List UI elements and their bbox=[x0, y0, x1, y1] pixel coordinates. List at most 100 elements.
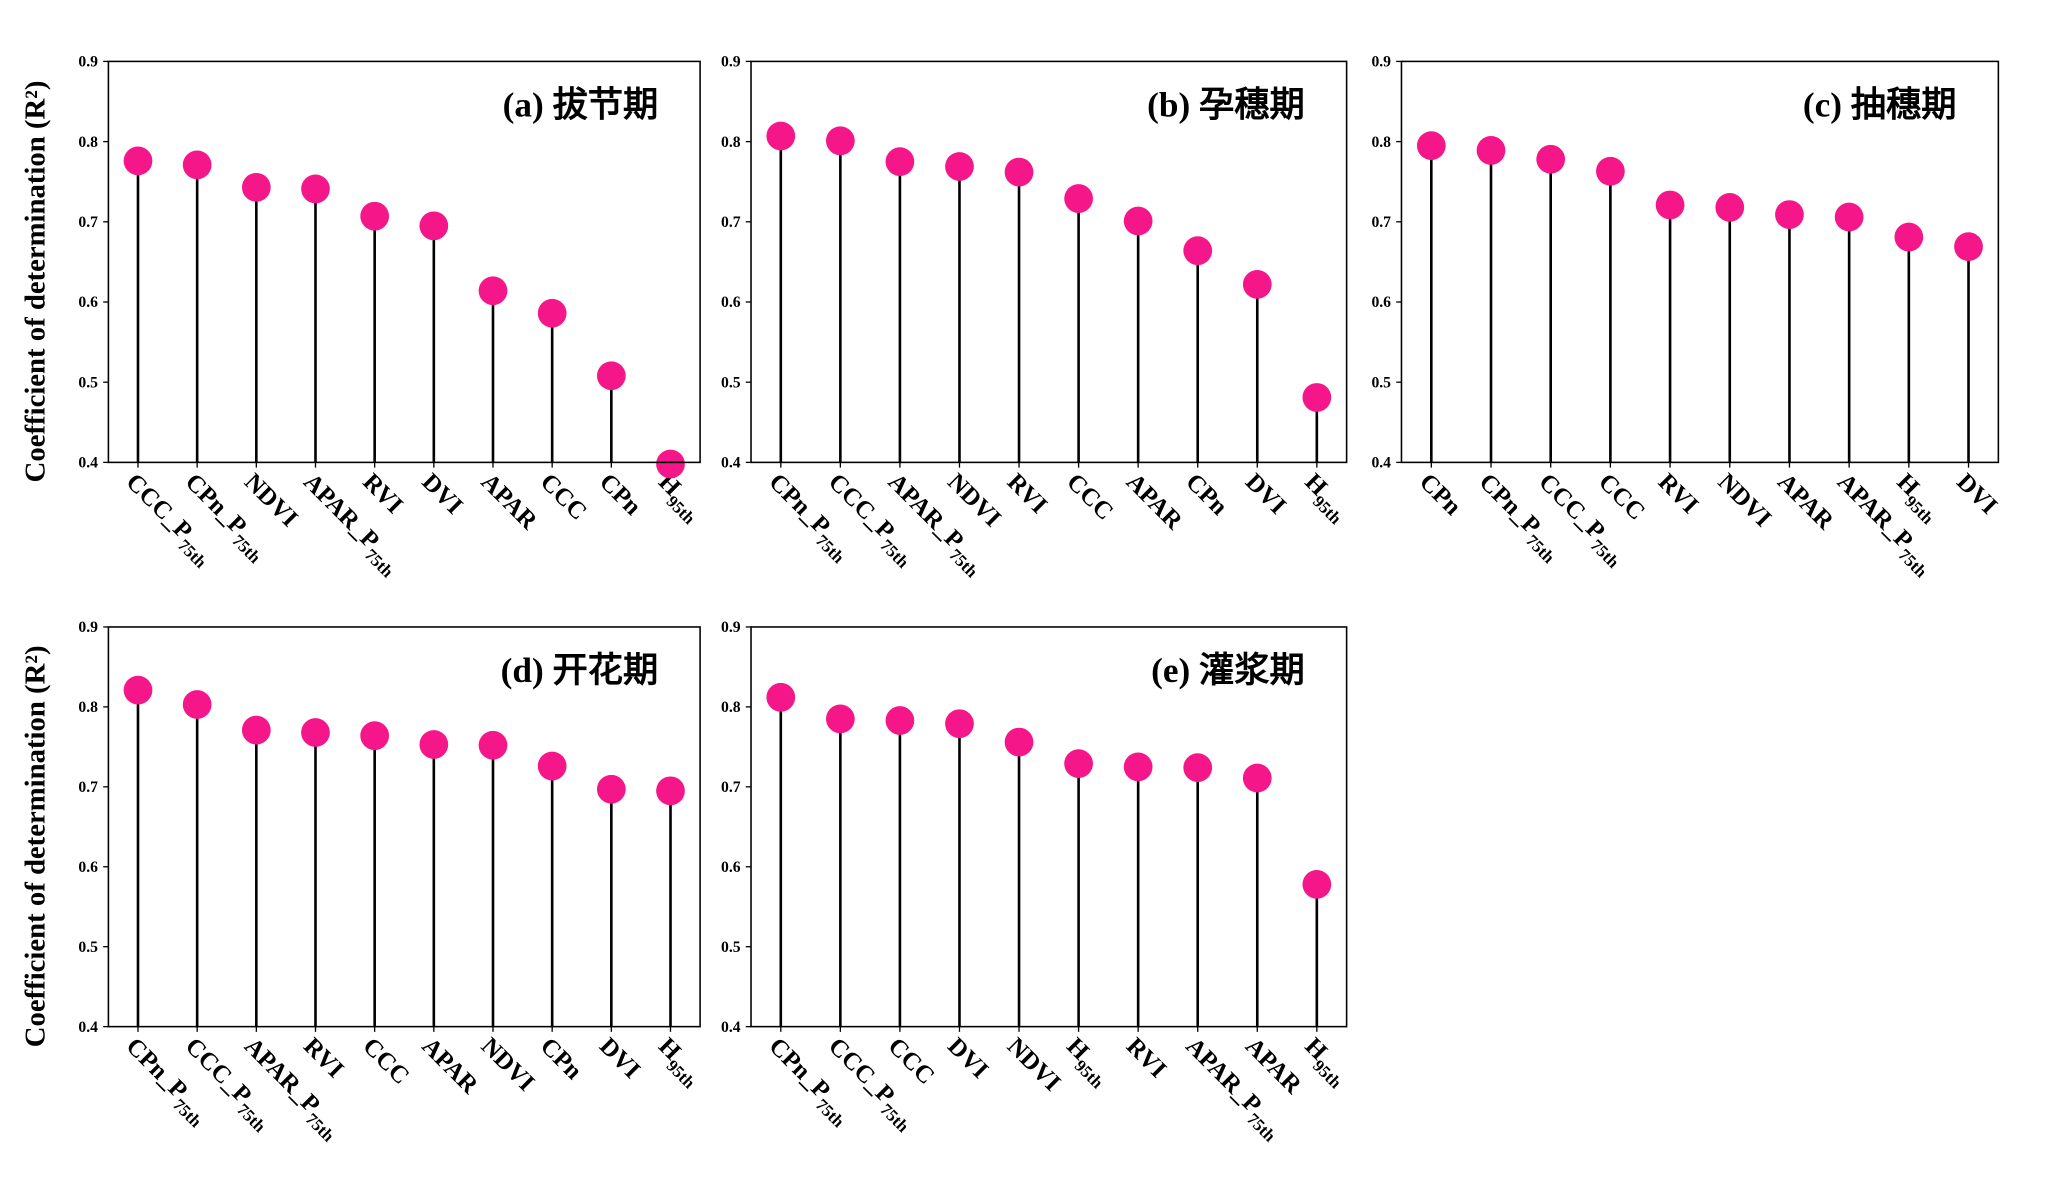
x-tick-label: CCC bbox=[357, 1033, 414, 1090]
marker bbox=[1655, 190, 1685, 220]
plot-frame bbox=[107, 626, 701, 1028]
marker bbox=[478, 730, 508, 760]
x-tick-label: DVI bbox=[1951, 468, 2002, 519]
y-tick-label: 0.4 bbox=[721, 455, 741, 472]
x-tick-label: NDVI bbox=[476, 1033, 540, 1097]
y-tick-label: 0.5 bbox=[78, 374, 98, 391]
y-tick-label: 0.9 bbox=[78, 619, 98, 636]
plot-frame bbox=[750, 60, 1348, 464]
marker bbox=[1123, 206, 1153, 236]
x-tick-label: APAR bbox=[417, 1033, 484, 1100]
y-tick-label: 0.9 bbox=[1371, 54, 1391, 71]
panel-title: (d) 开花期 bbox=[501, 651, 659, 690]
marker bbox=[1242, 763, 1272, 793]
y-tick-label: 0.6 bbox=[721, 859, 741, 876]
panel-title: (a) 拔节期 bbox=[503, 85, 659, 124]
marker bbox=[419, 730, 449, 759]
marker bbox=[1242, 269, 1272, 299]
marker bbox=[182, 150, 212, 180]
marker bbox=[1416, 131, 1446, 160]
marker bbox=[478, 276, 508, 306]
marker bbox=[1596, 156, 1625, 186]
y-tick-label: 0.8 bbox=[1371, 134, 1391, 151]
y-axis-label: Coefficient of determination (R²) bbox=[19, 81, 51, 483]
y-tick-label: 0.7 bbox=[1371, 214, 1391, 231]
y-tick-label: 0.4 bbox=[1371, 455, 1391, 472]
x-tick-label: RVI bbox=[1002, 468, 1053, 519]
y-tick-label: 0.8 bbox=[721, 699, 741, 716]
x-tick-label: DVI bbox=[1240, 468, 1291, 519]
x-tick-label: APAR bbox=[1121, 468, 1188, 535]
x-tick-label: DVI bbox=[417, 468, 468, 519]
marker bbox=[825, 126, 855, 156]
marker bbox=[301, 174, 330, 204]
marker bbox=[1302, 383, 1332, 412]
x-tick-label: H95th bbox=[649, 468, 709, 528]
y-tick-label: 0.7 bbox=[78, 779, 98, 796]
plot-frame bbox=[107, 60, 701, 464]
x-tick-label: NDVI bbox=[1002, 1033, 1066, 1097]
x-tick-label: RVI bbox=[1653, 468, 1704, 519]
panel-title: (c) 抽穗期 bbox=[1803, 85, 1957, 124]
x-tick-label: H95th bbox=[1295, 468, 1355, 528]
y-tick-label: 0.9 bbox=[721, 54, 741, 71]
marker bbox=[766, 682, 796, 712]
y-tick-label: 0.4 bbox=[78, 1019, 98, 1036]
x-tick-label: H95th bbox=[1057, 1033, 1117, 1093]
x-tick-label: CPn bbox=[1414, 468, 1466, 520]
marker bbox=[537, 751, 567, 781]
marker bbox=[1775, 200, 1804, 229]
marker bbox=[1302, 869, 1332, 899]
plot-frame bbox=[750, 626, 1348, 1028]
marker bbox=[241, 172, 271, 202]
marker bbox=[123, 146, 153, 176]
marker bbox=[885, 147, 915, 177]
y-tick-label: 0.5 bbox=[78, 939, 98, 956]
y-axis-label: Coefficient of determination (R²) bbox=[19, 645, 51, 1047]
y-tick-label: 0.8 bbox=[721, 134, 741, 151]
x-tick-label: H95th bbox=[1295, 1033, 1355, 1093]
x-tick-label: DVI bbox=[942, 1033, 993, 1084]
marker bbox=[766, 121, 796, 151]
y-tick-label: 0.6 bbox=[78, 294, 98, 311]
y-tick-label: 0.5 bbox=[721, 939, 741, 956]
marker bbox=[1064, 184, 1093, 213]
y-tick-label: 0.4 bbox=[78, 455, 98, 472]
marker bbox=[1064, 749, 1093, 779]
marker bbox=[1476, 136, 1506, 165]
marker bbox=[1183, 236, 1213, 266]
marker bbox=[596, 361, 626, 391]
marker bbox=[1715, 192, 1745, 222]
marker bbox=[360, 721, 390, 751]
y-tick-label: 0.4 bbox=[721, 1019, 741, 1036]
x-tick-label: H95th bbox=[649, 1033, 709, 1093]
marker bbox=[885, 706, 915, 735]
marker bbox=[419, 211, 449, 241]
panel-title: (e) 灌浆期 bbox=[1151, 651, 1305, 690]
marker bbox=[1123, 752, 1153, 782]
marker bbox=[123, 675, 153, 705]
marker bbox=[360, 201, 390, 231]
marker bbox=[1894, 222, 1924, 252]
x-tick-label: CPn bbox=[1180, 468, 1232, 520]
marker bbox=[1536, 144, 1566, 174]
y-tick-label: 0.9 bbox=[721, 619, 741, 636]
y-tick-label: 0.6 bbox=[721, 294, 741, 311]
marker bbox=[1834, 202, 1864, 232]
x-tick-label: APAR bbox=[1772, 468, 1839, 535]
marker bbox=[241, 715, 271, 745]
plot-frame bbox=[1400, 60, 2000, 464]
panel-title: (b) 孕穗期 bbox=[1147, 85, 1305, 124]
marker bbox=[656, 776, 685, 806]
y-tick-label: 0.5 bbox=[1371, 374, 1391, 391]
marker bbox=[825, 704, 855, 734]
y-tick-label: 0.7 bbox=[78, 214, 98, 231]
x-tick-label: DVI bbox=[594, 1033, 645, 1084]
marker bbox=[182, 690, 212, 719]
y-tick-label: 0.8 bbox=[78, 134, 98, 151]
y-tick-label: 0.5 bbox=[721, 374, 741, 391]
x-tick-label: RVI bbox=[357, 468, 408, 519]
x-tick-label: RVI bbox=[1121, 1033, 1172, 1084]
